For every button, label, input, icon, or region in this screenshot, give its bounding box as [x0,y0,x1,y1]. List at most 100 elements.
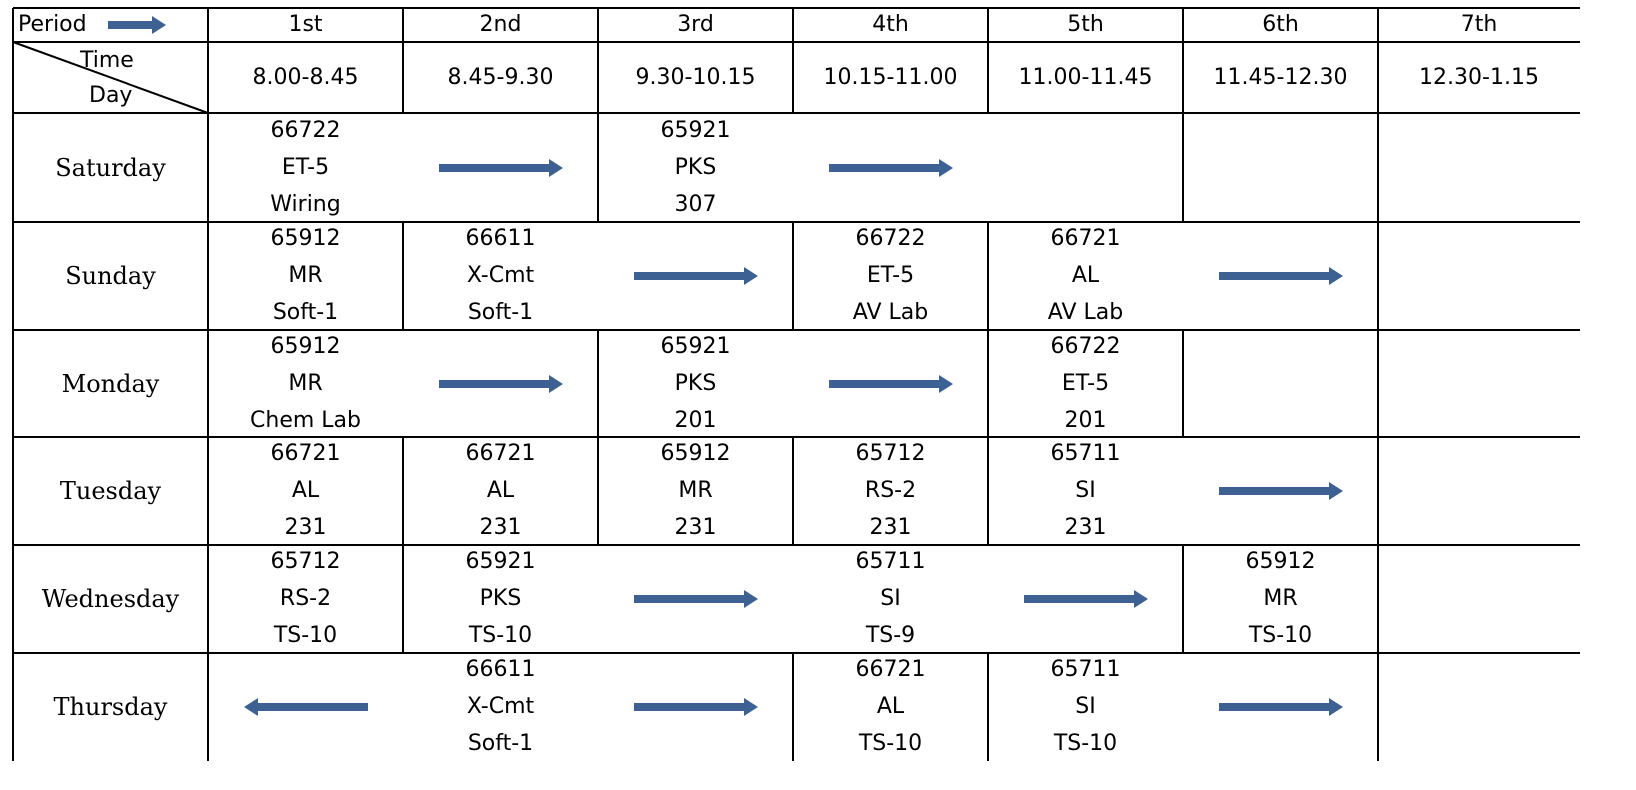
time-slot: 11.00-11.45 [1018,65,1153,90]
teacher-code: X-Cmt [466,694,535,719]
day-name: Thursday [53,693,168,721]
room-name: 231 [1064,515,1107,540]
grid-line-vertical [1377,8,1379,761]
room-name: 231 [479,515,522,540]
grid-line-vertical [1182,545,1184,653]
teacher-code: RS-2 [279,586,332,611]
teacher-code: ET-5 [1061,370,1110,396]
room-name: TS-10 [273,623,338,648]
room-name: 201 [1064,407,1107,433]
course-code: 66721 [1050,226,1121,251]
course-code: 66722 [270,117,341,143]
course-code: 66611 [465,657,536,682]
teacher-code: MR [288,370,323,396]
period-header: 2nd [479,12,522,37]
teacher-code: PKS [479,586,522,611]
teacher-code: RS-2 [864,478,917,503]
room-name: Soft-1 [467,731,534,756]
grid-line-vertical [1182,330,1184,437]
period-header: 1st [288,12,323,37]
teacher-code: ET-5 [281,154,330,180]
course-code: 65711 [855,549,926,574]
arrow-right-icon [1218,482,1343,500]
course-code: 66611 [465,226,536,251]
teacher-code: MR [678,478,713,503]
grid-line-vertical [402,222,404,330]
time-slot: 8.45-9.30 [447,65,554,90]
arrow-right-icon [633,267,758,285]
time-slot: 11.45-12.30 [1213,65,1348,90]
grid-line-vertical [987,653,989,761]
course-code: 65712 [855,441,926,466]
room-name: AV Lab [1047,300,1124,325]
grid-line-vertical [597,8,599,222]
arrow-right-icon [1023,590,1148,608]
grid-line-vertical [792,222,794,330]
teacher-code: AL [291,478,320,503]
teacher-code: AL [1071,263,1100,288]
grid-line-vertical [402,437,404,653]
grid-line-vertical [207,8,209,761]
teacher-code: PKS [674,154,717,180]
room-name: TS-10 [468,623,533,648]
teacher-code: AL [876,694,905,719]
day-name: Wednesday [41,585,180,613]
arrow-right-icon [1218,698,1343,716]
grid-line-vertical [987,8,989,113]
grid-line-vertical [12,8,14,761]
room-name: 307 [674,191,717,217]
period-header: 6th [1262,12,1299,37]
time-slot: 12.30-1.15 [1419,65,1539,90]
grid-line-vertical [1182,8,1184,222]
arrow-right-icon [633,590,758,608]
course-code: 66721 [855,657,926,682]
teacher-code: SI [1075,478,1096,503]
time-slot: 8.00-8.45 [252,65,359,90]
grid-line-vertical [792,653,794,761]
teacher-code: AL [486,478,515,503]
day-label: Day [89,83,133,108]
grid-line-vertical [792,8,794,113]
grid-line-horizontal [13,7,1580,9]
course-code: 65921 [660,117,731,143]
teacher-code: MR [1263,586,1298,611]
period-header: 5th [1067,12,1104,37]
teacher-code: ET-5 [866,263,915,288]
arrow-right-icon [1218,267,1343,285]
room-name: AV Lab [852,300,929,325]
course-code: 65711 [1050,441,1121,466]
time-slot: 10.15-11.00 [823,65,958,90]
room-name: 231 [869,515,912,540]
period-header: 3rd [677,12,714,37]
period-label: Period [18,12,87,37]
teacher-code: MR [288,263,323,288]
time-label: Time [80,48,134,73]
grid-line-horizontal [13,221,1580,223]
day-name: Sunday [65,262,156,290]
room-name: 201 [674,407,717,433]
grid-line-vertical [987,222,989,545]
period-header: 4th [872,12,909,37]
teacher-code: X-Cmt [466,263,535,288]
grid-line-horizontal [13,652,1580,654]
course-code: 66722 [1050,333,1121,359]
teacher-code: PKS [674,370,717,396]
arrow-right-icon [438,374,563,393]
arrow-right-icon [828,158,953,177]
room-name: 231 [674,515,717,540]
arrow-right-icon [108,16,166,34]
grid-line-horizontal [13,41,1580,43]
grid-line-horizontal [13,112,1580,114]
course-code: 65912 [270,333,341,359]
course-code: 65912 [660,441,731,466]
course-code: 65912 [270,226,341,251]
day-name: Tuesday [59,477,162,505]
course-code: 66721 [465,441,536,466]
course-code: 65711 [1050,657,1121,682]
room-name: TS-10 [1053,731,1118,756]
room-name: TS-9 [865,623,916,648]
arrow-right-icon [828,374,953,393]
room-name: Chem Lab [250,407,361,433]
